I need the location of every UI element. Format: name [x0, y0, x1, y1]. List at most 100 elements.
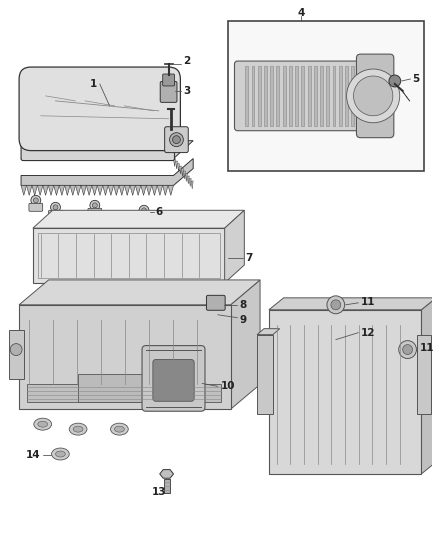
- Circle shape: [173, 136, 180, 144]
- Text: 6: 6: [156, 207, 163, 217]
- Polygon shape: [19, 280, 260, 305]
- Polygon shape: [230, 280, 260, 409]
- Bar: [283, 66, 286, 126]
- Polygon shape: [184, 171, 185, 179]
- Bar: [320, 66, 323, 126]
- Bar: [357, 66, 360, 126]
- Polygon shape: [185, 173, 187, 181]
- Polygon shape: [135, 185, 141, 196]
- Text: 12: 12: [360, 328, 375, 337]
- Polygon shape: [180, 166, 181, 174]
- Text: 7: 7: [245, 253, 253, 263]
- Bar: [314, 66, 317, 126]
- Polygon shape: [177, 164, 180, 172]
- Circle shape: [10, 344, 22, 356]
- Text: 4: 4: [298, 9, 305, 18]
- Polygon shape: [21, 185, 27, 196]
- Bar: [264, 66, 267, 126]
- Text: 8: 8: [240, 300, 247, 310]
- Polygon shape: [257, 329, 280, 335]
- FancyBboxPatch shape: [357, 54, 394, 138]
- Bar: [295, 66, 298, 126]
- Polygon shape: [189, 179, 191, 187]
- FancyBboxPatch shape: [137, 213, 151, 221]
- Polygon shape: [225, 211, 244, 283]
- Bar: [351, 66, 354, 126]
- Polygon shape: [97, 185, 103, 196]
- Polygon shape: [141, 185, 146, 196]
- Circle shape: [331, 300, 341, 310]
- Polygon shape: [157, 185, 162, 196]
- Bar: [307, 66, 311, 126]
- Polygon shape: [160, 470, 173, 478]
- Ellipse shape: [114, 426, 124, 432]
- Text: 13: 13: [152, 487, 166, 497]
- Bar: [228, 21, 424, 171]
- Polygon shape: [32, 185, 37, 196]
- Bar: [38, 233, 220, 278]
- Circle shape: [139, 205, 149, 215]
- Polygon shape: [59, 185, 65, 196]
- FancyBboxPatch shape: [153, 360, 194, 401]
- Text: 3: 3: [184, 86, 191, 96]
- Bar: [289, 66, 292, 126]
- FancyBboxPatch shape: [19, 67, 180, 151]
- Bar: [33, 228, 225, 283]
- Polygon shape: [21, 141, 193, 158]
- Bar: [251, 66, 254, 126]
- Polygon shape: [103, 185, 108, 196]
- Ellipse shape: [73, 426, 83, 432]
- FancyBboxPatch shape: [160, 82, 177, 102]
- Bar: [332, 66, 336, 126]
- Circle shape: [33, 198, 38, 203]
- Circle shape: [399, 341, 417, 359]
- Polygon shape: [191, 181, 193, 189]
- Polygon shape: [48, 185, 54, 196]
- FancyBboxPatch shape: [142, 345, 205, 411]
- Ellipse shape: [56, 451, 65, 457]
- Polygon shape: [86, 185, 92, 196]
- Bar: [9, 330, 24, 379]
- Polygon shape: [124, 185, 130, 196]
- Bar: [345, 66, 348, 126]
- Circle shape: [50, 203, 60, 212]
- Polygon shape: [168, 185, 173, 196]
- Polygon shape: [108, 185, 113, 196]
- Polygon shape: [43, 185, 48, 196]
- Bar: [19, 305, 230, 409]
- Ellipse shape: [69, 423, 87, 435]
- Bar: [326, 66, 329, 126]
- Polygon shape: [152, 185, 157, 196]
- Polygon shape: [75, 185, 81, 196]
- Bar: [339, 66, 342, 126]
- Polygon shape: [21, 158, 193, 185]
- Polygon shape: [421, 298, 436, 474]
- Text: 10: 10: [221, 382, 235, 391]
- Bar: [164, 479, 170, 493]
- Circle shape: [346, 69, 400, 123]
- Text: 1: 1: [90, 79, 97, 89]
- Polygon shape: [27, 185, 32, 196]
- Polygon shape: [269, 298, 436, 310]
- Polygon shape: [65, 185, 70, 196]
- Bar: [417, 335, 431, 414]
- Text: 11: 11: [420, 343, 434, 352]
- Polygon shape: [81, 185, 86, 196]
- Circle shape: [31, 196, 41, 205]
- Polygon shape: [181, 168, 184, 176]
- Text: 2: 2: [184, 56, 191, 66]
- Bar: [78, 375, 147, 402]
- Circle shape: [403, 345, 413, 354]
- Polygon shape: [92, 185, 97, 196]
- FancyBboxPatch shape: [206, 295, 225, 310]
- Bar: [301, 66, 304, 126]
- Ellipse shape: [52, 448, 69, 460]
- Polygon shape: [130, 185, 135, 196]
- FancyBboxPatch shape: [165, 127, 188, 152]
- Polygon shape: [37, 185, 43, 196]
- Ellipse shape: [34, 418, 52, 430]
- Polygon shape: [70, 185, 75, 196]
- Circle shape: [53, 205, 58, 210]
- Circle shape: [327, 296, 345, 314]
- Circle shape: [90, 200, 100, 211]
